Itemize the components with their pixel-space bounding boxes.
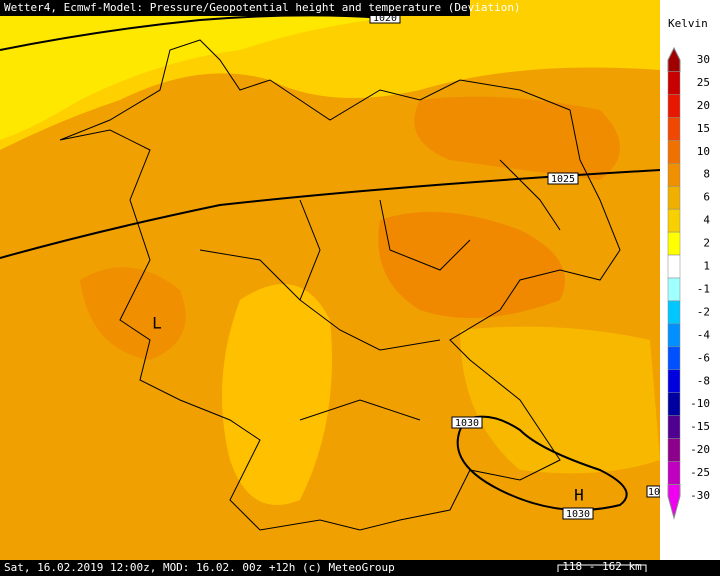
legend-label: 4 — [703, 214, 710, 227]
isobar-label: 1025 — [551, 174, 575, 185]
isobar-label: 1020 — [373, 13, 397, 24]
alpine-zone — [460, 326, 660, 474]
title: Wetter4, Ecmwf-Model: Pressure/Geopotent… — [4, 1, 521, 14]
legend-swatch — [667, 140, 681, 164]
legend-label: -30 — [690, 489, 710, 502]
legend-label: -4 — [697, 328, 711, 341]
legend-label: 20 — [697, 99, 710, 112]
legend: 30 25 20 15 10 8 6 4 2 1 -1 -2 -4 -6 -8 -10 -15 -20 -25 -30 — [667, 46, 711, 520]
anomaly-zone — [414, 96, 620, 180]
anomaly-zone — [378, 212, 565, 318]
legend-label: -2 — [697, 305, 710, 318]
legend-swatch — [667, 254, 681, 279]
legend-label: -1 — [697, 282, 710, 295]
legend-swatch — [667, 231, 681, 256]
legend-swatch — [667, 185, 681, 210]
map: 1020 1025 1030 1030 10 L H — [0, 0, 661, 560]
legend-label: 8 — [703, 168, 710, 181]
isobar-label-box — [562, 507, 594, 520]
legend-swatch — [667, 461, 681, 485]
legend-label: -10 — [690, 397, 710, 410]
isobar-label-box — [547, 172, 579, 185]
isobar — [456, 415, 628, 511]
legend-swatch — [667, 277, 681, 302]
footer-bar — [0, 560, 720, 576]
legend-arrow — [667, 484, 681, 520]
legend-label: 25 — [697, 76, 710, 89]
isobar-label: 1030 — [455, 418, 479, 429]
low-pressure-marker: L — [152, 314, 162, 333]
isobar-label: 10 — [648, 487, 660, 498]
legend-label: 2 — [703, 237, 710, 250]
legend-label: 1 — [703, 260, 710, 273]
high-pressure-marker: H — [574, 486, 584, 505]
legend-label: -25 — [690, 466, 710, 479]
valley-zone — [222, 284, 332, 505]
legend-label: 30 — [697, 53, 710, 66]
legend-label: -8 — [697, 374, 710, 387]
legend-swatch — [667, 369, 681, 393]
legend-label: -6 — [697, 351, 710, 364]
footer-info: Sat, 16.02.2019 12:00z, MOD: 16.02. 00z … — [4, 561, 395, 574]
isobar — [0, 169, 661, 259]
legend-swatch — [667, 208, 681, 233]
legend-swatch — [667, 392, 681, 416]
legend-label: -20 — [690, 443, 710, 456]
legend-unit: Kelvin — [668, 17, 708, 30]
legend-label: 15 — [697, 122, 710, 135]
anomaly-zone — [80, 267, 186, 360]
state-border — [199, 159, 561, 421]
legend-label: 10 — [697, 145, 710, 158]
title-bar — [0, 0, 470, 16]
isobar-label-box — [451, 416, 483, 429]
scale-bar — [557, 564, 647, 572]
legend-swatch — [667, 94, 681, 118]
legend-swatch — [667, 71, 681, 95]
country-border — [59, 39, 621, 531]
legend-swatch — [667, 438, 681, 462]
legend-swatch — [667, 163, 681, 187]
legend-label: -15 — [690, 420, 710, 433]
legend-swatch — [667, 346, 681, 371]
isobar-label: 1030 — [566, 509, 590, 520]
scale-label: 118 - 162 km — [562, 560, 642, 573]
legend-label: 6 — [703, 191, 710, 204]
legend-swatch — [667, 117, 681, 141]
legend-swatch — [667, 300, 681, 325]
sea-zone — [0, 0, 380, 140]
legend-swatch — [667, 415, 681, 439]
legend-swatch — [667, 323, 681, 348]
